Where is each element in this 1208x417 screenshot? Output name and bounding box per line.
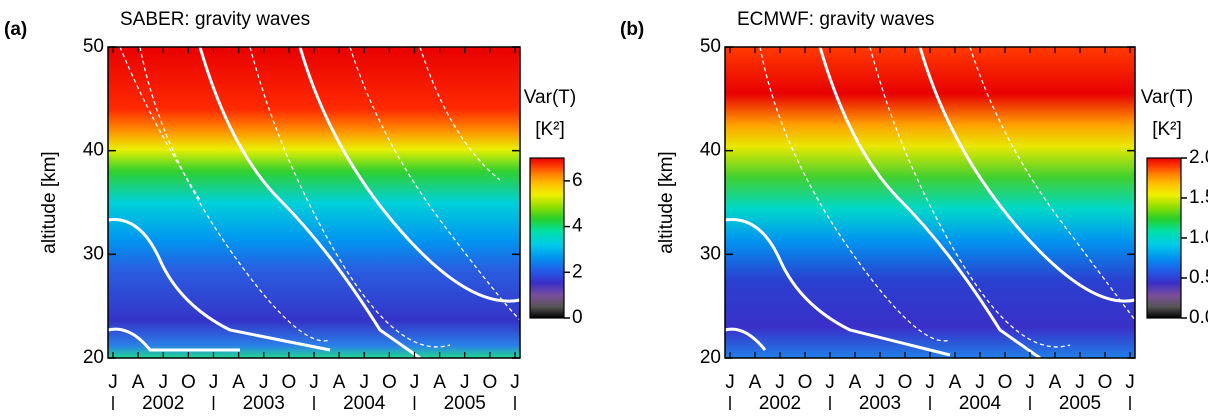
x-tick-label: O [798, 372, 813, 393]
y-tick-label: 40 [700, 140, 721, 161]
contour-lines [107, 46, 521, 360]
panel-a-field [107, 46, 521, 360]
colorbar-tick-label: 2.0 [1189, 147, 1208, 168]
chart-title: ECMWF: gravity waves [737, 9, 934, 30]
x-tick-label: J [825, 372, 835, 393]
year-label: 2003 [859, 393, 901, 412]
x-tick-label: J [360, 372, 370, 393]
contour-field [108, 47, 520, 358]
x-tick-label: A [232, 372, 245, 393]
x-tick-label: J [875, 372, 885, 393]
panel-label: (b) [620, 19, 644, 40]
y-tick-label: 30 [83, 243, 104, 264]
y-tick-label: 30 [700, 243, 721, 264]
colorbar-title: Var(T) [524, 87, 576, 108]
x-tick-label: J [460, 372, 470, 393]
y-axis-label: altitude [km] [656, 151, 677, 253]
x-tick-label: J [410, 372, 420, 393]
colorbar-tick-label: 4 [572, 216, 583, 237]
colorbar-tick-label: 1.5 [1189, 187, 1208, 208]
y-tick-label: 40 [83, 140, 104, 161]
panel-label: (a) [4, 19, 27, 40]
year-label: 2004 [343, 393, 386, 412]
x-tick-label: J [1075, 372, 1085, 393]
chart-title: SABER: gravity waves [120, 9, 310, 30]
x-tick-label: A [749, 372, 762, 393]
x-tick-label: J [925, 372, 935, 393]
contour-lines [759, 46, 1136, 348]
x-tick-label: A [849, 372, 862, 393]
y-axis-label: altitude [km] [39, 151, 60, 253]
colorbar-tick-label: 1.0 [1189, 227, 1208, 248]
x-tick-label: O [382, 372, 397, 393]
x-tick-label: J [309, 372, 319, 393]
year-label: 2003 [243, 393, 285, 412]
colorbar-unit: [K²] [1152, 119, 1182, 140]
year-label: 2005 [444, 393, 486, 412]
x-tick-label: A [949, 372, 962, 393]
x-tick-label: J [1125, 372, 1135, 393]
x-tick-label: J [209, 372, 219, 393]
colorbar-tick-label: 6 [572, 170, 583, 191]
contour-lines [724, 46, 1136, 360]
colorbar-tick-label: 0.0 [1189, 307, 1208, 328]
x-tick-label: J [975, 372, 985, 393]
contour-field [725, 47, 1135, 358]
x-tick-label: A [433, 372, 446, 393]
y-tick-label: 20 [83, 347, 104, 368]
colorbar-tick-label: 0 [572, 307, 583, 328]
x-tick-label: J [510, 372, 520, 393]
x-tick-label: J [775, 372, 785, 393]
panel-b-field [724, 46, 1136, 360]
x-tick-label: A [132, 372, 145, 393]
x-tick-label: A [1049, 372, 1062, 393]
x-tick-label: J [108, 372, 118, 393]
x-tick-label: O [998, 372, 1013, 393]
contour-lines [119, 46, 521, 348]
colorbar [1146, 157, 1182, 319]
colorbar [529, 157, 565, 319]
y-tick-label: 20 [700, 347, 721, 368]
x-tick-label: O [482, 372, 497, 393]
y-tick-label: 50 [700, 36, 721, 57]
x-tick-label: J [159, 372, 169, 393]
x-tick-label: J [1025, 372, 1035, 393]
y-tick-label: 50 [83, 36, 104, 57]
x-tick-label: J [259, 372, 269, 393]
year-label: 2002 [759, 393, 801, 412]
year-label: 2002 [142, 393, 184, 412]
x-tick-label: A [333, 372, 346, 393]
colorbar-title: Var(T) [1141, 87, 1193, 108]
x-tick-label: O [1098, 372, 1113, 393]
colorbar-unit: [K²] [535, 119, 565, 140]
year-label: 2005 [1059, 393, 1101, 412]
year-label: 2004 [959, 393, 1002, 412]
x-tick-label: O [281, 372, 296, 393]
colorbar-tick-label: 0.5 [1189, 267, 1208, 288]
x-tick-label: O [898, 372, 913, 393]
x-tick-label: J [725, 372, 735, 393]
x-tick-label: O [181, 372, 196, 393]
colorbar-tick-label: 2 [572, 261, 583, 282]
